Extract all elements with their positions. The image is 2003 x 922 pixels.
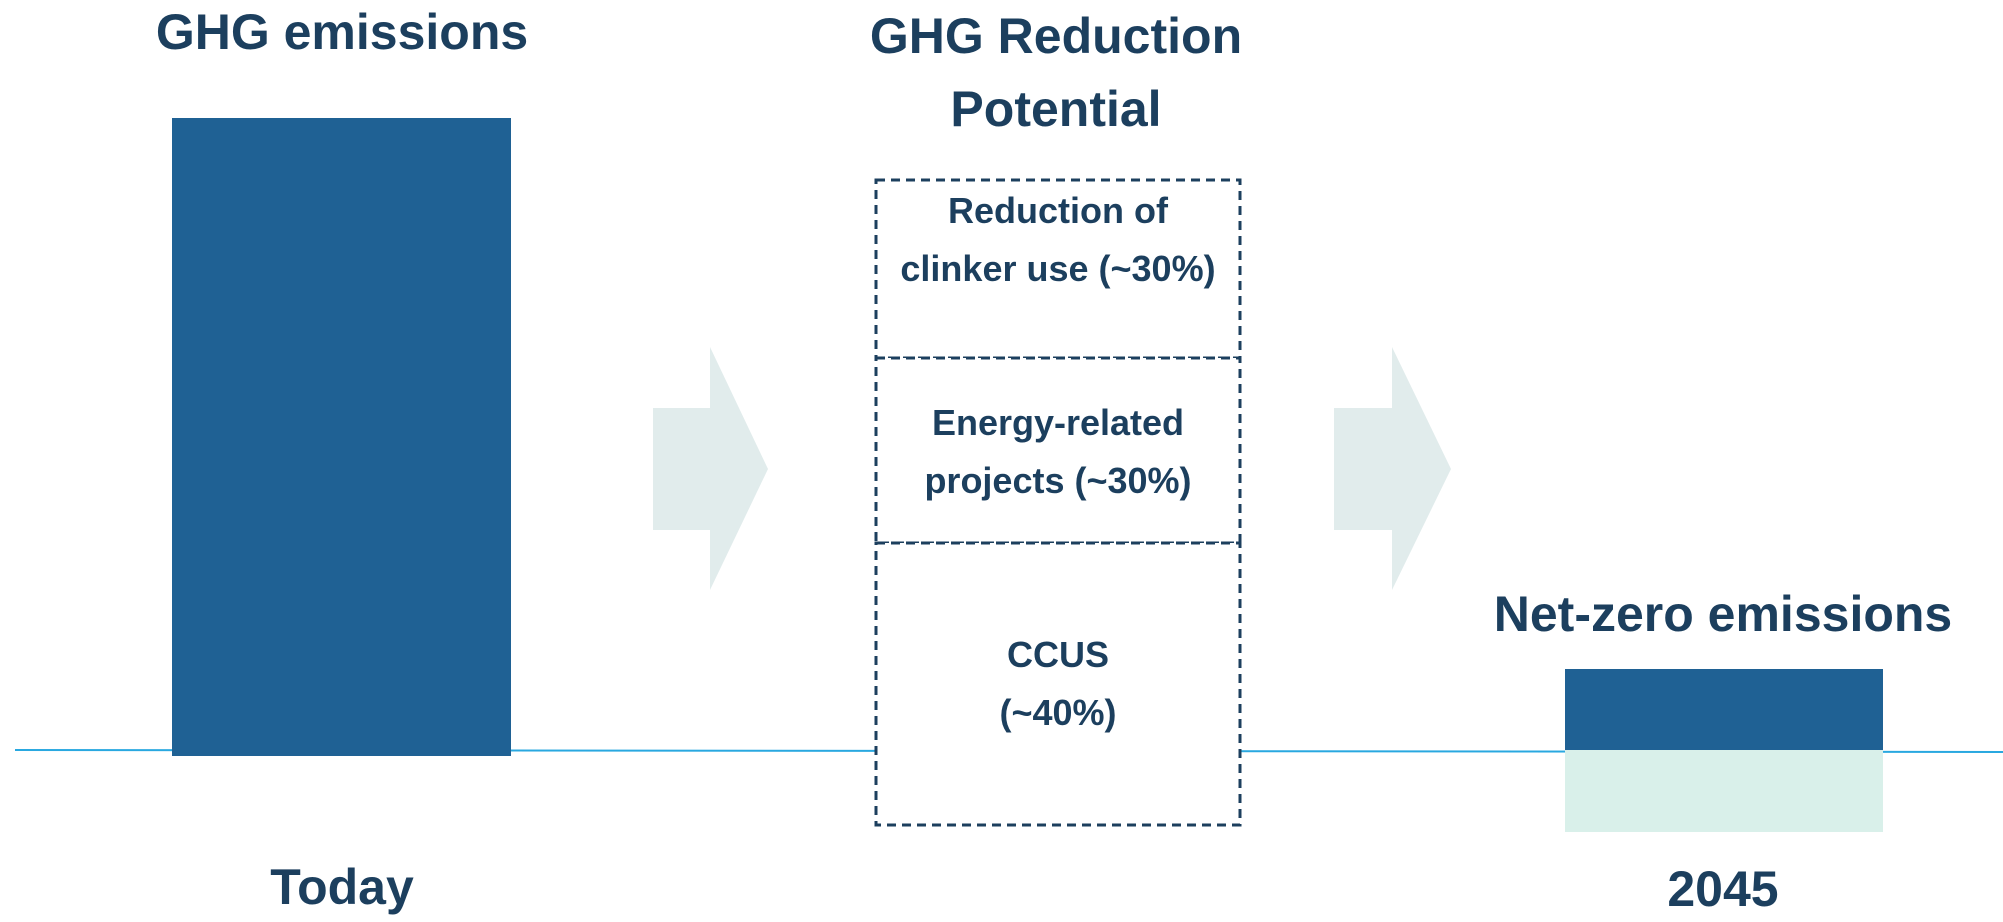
- residual-bar: [1565, 669, 1883, 750]
- today-bar: [172, 118, 511, 756]
- box-label: CCUS (~40%): [999, 634, 1117, 733]
- column-label: 2045: [1667, 861, 1779, 917]
- reduction-box: [874, 178, 1242, 360]
- box-label: Energy-related projects (~30%): [924, 402, 1192, 501]
- offset-bar: [1565, 750, 1883, 832]
- column-title: GHG emissions: [155, 4, 529, 60]
- reduction-box: [874, 541, 1242, 827]
- arrow: [1334, 347, 1451, 590]
- column-label: Today: [270, 859, 414, 915]
- arrow: [653, 347, 768, 590]
- reduction-box: [874, 356, 1242, 545]
- box-label: Reduction of clinker use (~30%): [900, 190, 1216, 289]
- column-title: GHG Reduction Potential: [869, 8, 1243, 137]
- column-title: Net-zero emissions: [1493, 586, 1953, 642]
